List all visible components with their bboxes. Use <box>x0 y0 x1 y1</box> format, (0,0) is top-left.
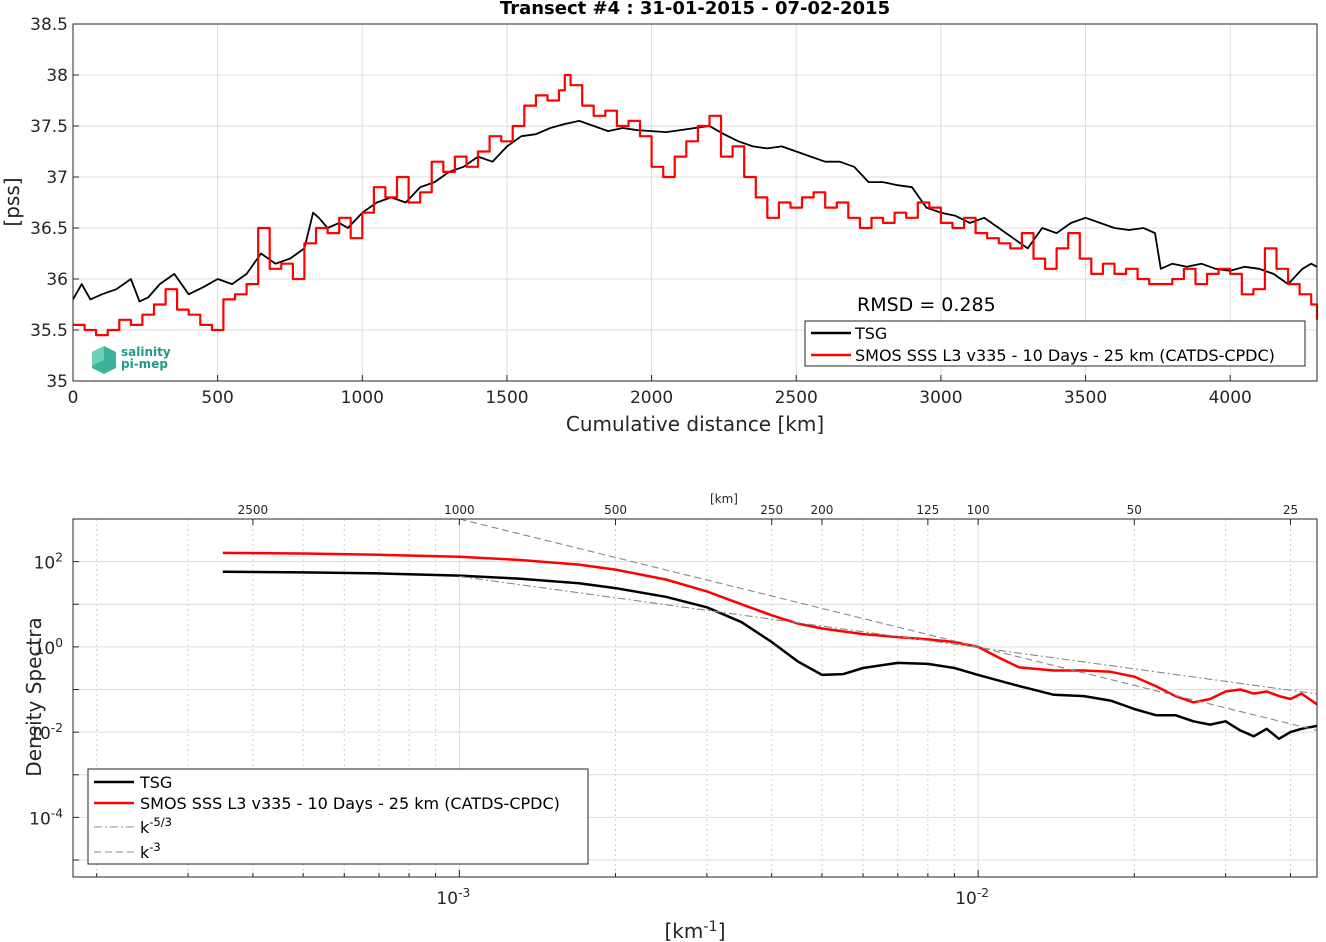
logo-text-salinity: salinity <box>121 345 171 359</box>
top-legend-label-tsg: TSG <box>854 324 887 343</box>
top-x-tick-label: 0 <box>68 388 79 408</box>
top-axis-tick-label: 25 <box>1283 503 1298 517</box>
tsg-salinity-line <box>72 120 1318 303</box>
top-axis-label-km: [km] <box>710 492 738 506</box>
top-x-tick-label: 1500 <box>485 388 528 408</box>
top-axis-tick-label: 50 <box>1127 503 1142 517</box>
bottom-plot-frame <box>72 518 1318 878</box>
top-legend-label-smos: SMOS SSS L3 v335 - 10 Days - 25 km (CATD… <box>855 346 1275 365</box>
k53-reference-line <box>459 575 1318 695</box>
logo-text-pi-mep: pi-mep <box>121 357 168 371</box>
top-axis-tick-label: 200 <box>811 503 834 517</box>
smos-salinity-line <box>73 73 1319 337</box>
bottom-y-tick-labels: 10-4 10-2 100 102 <box>29 551 63 830</box>
top-y-tick-label: 38 <box>46 66 68 86</box>
top-y-tick-label: 35.5 <box>30 321 68 341</box>
top-legend-box <box>804 320 1306 367</box>
top-axis-tick-label: 2500 <box>238 503 269 517</box>
chart-title: Transect #4 : 31-01-2015 - 07-02-2015 <box>500 0 890 19</box>
bottom-series <box>222 518 1318 741</box>
top-y-tick-label: 36 <box>46 270 68 290</box>
top-y-tick-label: 36.5 <box>30 219 68 239</box>
top-y-tick-label: 37.5 <box>30 117 68 137</box>
top-axis-tick-label: 125 <box>916 503 939 517</box>
bottom-legend-label-tsg: TSG <box>139 773 172 792</box>
logo-mark-highlight-icon <box>92 346 104 366</box>
bottom-legend-label-smos: SMOS SSS L3 v335 - 10 Days - 25 km (CATD… <box>140 794 560 813</box>
top-legend: TSG SMOS SSS L3 v335 - 10 Days - 25 km (… <box>804 320 1306 367</box>
bottom-x-tick-labels: 10-3 10-2 <box>436 886 989 909</box>
bottom-x-tick-label: 10-2 <box>955 886 989 909</box>
bottom-y-axis-label: Density Spectra <box>22 617 46 776</box>
top-x-tick-label: 3000 <box>919 388 962 408</box>
top-x-tick-label: 2500 <box>775 388 818 408</box>
top-x-tick-label: 1000 <box>341 388 384 408</box>
bottom-x-axis-label: [km-1] <box>664 919 725 942</box>
bottom-legend-label-k3: k-3 <box>140 840 161 862</box>
top-x-tick-label: 4000 <box>1209 388 1252 408</box>
top-y-tick-labels: 35 35.5 36 36.5 37 37.5 38 38.5 <box>30 15 68 392</box>
top-axis-tick-label: 500 <box>604 503 627 517</box>
top-axis-tick-label: 250 <box>760 503 783 517</box>
top-x-tick-labels: 0 500 1000 1500 2000 2500 3000 3500 4000 <box>68 388 1252 408</box>
salinity-pi-mep-logo: salinity pi-mep <box>92 345 171 374</box>
density-spectra-chart: 10-3 10-2 10-4 10-2 100 102 2500 1000 500 250 20… <box>22 492 1318 942</box>
top-plot-frame <box>72 23 1318 382</box>
bottom-y-tick-label: 10-2 <box>29 721 63 744</box>
bottom-legend-box <box>87 768 589 865</box>
top-x-tick-label: 2000 <box>630 388 673 408</box>
top-x-tick-label: 3500 <box>1064 388 1107 408</box>
bottom-legend: TSG SMOS SSS L3 v335 - 10 Days - 25 km (… <box>87 768 589 865</box>
top-y-tick-label: 35 <box>46 372 68 392</box>
bottom-legend-label-k53: k-5/3 <box>140 815 172 837</box>
bottom-y-tick-label: 102 <box>34 551 63 574</box>
top-y-tick-label: 37 <box>46 168 68 188</box>
bottom-y-tick-label: 100 <box>34 636 63 659</box>
top-y-axis-label: [pss] <box>0 177 24 226</box>
top-y-tick-label: 38.5 <box>30 15 68 35</box>
k3-reference-line <box>459 518 1318 731</box>
top-axis-tick-label: 1000 <box>444 503 475 517</box>
bottom-top-axis-ticks: 2500 1000 500 250 200 125 100 50 25 <box>238 503 1298 525</box>
top-axis-tick-label: 100 <box>967 503 990 517</box>
bottom-x-tick-label: 10-3 <box>436 886 470 909</box>
salinity-transect-chart: Transect #4 : 31-01-2015 - 07-02-2015 0 5… <box>0 0 1319 436</box>
smos-spectrum-line <box>222 551 1318 706</box>
top-x-axis-label: Cumulative distance [km] <box>566 412 824 436</box>
top-x-tick-label: 500 <box>201 388 233 408</box>
bottom-y-tick-label: 10-4 <box>29 806 63 829</box>
top-series <box>72 73 1319 337</box>
rmsd-annotation: RMSD = 0.285 <box>857 294 996 316</box>
tsg-spectrum-line <box>222 570 1318 741</box>
